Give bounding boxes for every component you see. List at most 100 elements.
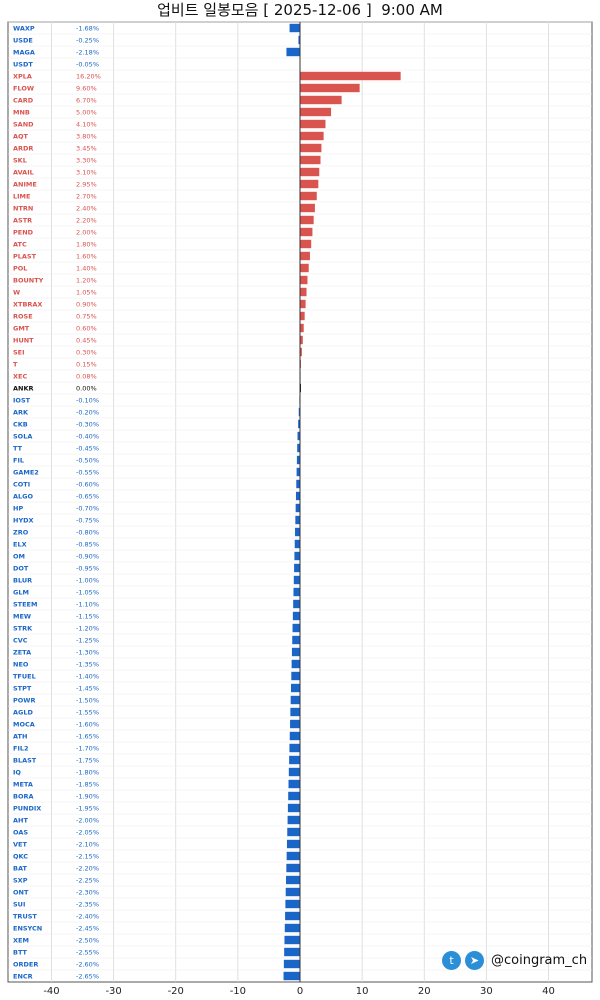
data-label: 4.10% [76, 121, 97, 129]
data-label: -1.20% [76, 625, 99, 633]
data-label: -0.50% [76, 457, 99, 465]
watermark-handle[interactable]: @coingram_ch [491, 952, 588, 968]
x-tick-label: -10 [230, 986, 246, 997]
row-label: ANKR [13, 385, 34, 393]
data-label: -2.25% [76, 877, 99, 885]
bar [290, 695, 300, 705]
bar [284, 947, 300, 957]
row-label: MAGA [13, 49, 35, 57]
bar [298, 407, 300, 417]
row-label: MEW [13, 613, 31, 621]
data-label: -1.50% [76, 697, 99, 705]
bar [300, 239, 312, 249]
row-label: OAS [13, 829, 28, 837]
bar [300, 299, 306, 309]
bar [292, 635, 300, 645]
data-label: -2.10% [76, 841, 99, 849]
x-tick-label: 0 [297, 986, 303, 997]
data-label: -2.55% [76, 949, 99, 957]
data-label: 1.05% [76, 289, 97, 297]
bar [298, 419, 300, 429]
bar [294, 539, 300, 549]
data-label: -2.05% [76, 829, 99, 837]
bar [290, 719, 300, 729]
bar [286, 839, 300, 849]
row-label: DOT [13, 565, 29, 573]
row-label: ANIME [13, 181, 37, 189]
data-label: -1.85% [76, 781, 99, 789]
labels: WAXP -1.68% USDE -0.25% MAGA -2.18% USDT -0.05%… [13, 25, 101, 981]
bar [297, 443, 300, 453]
data-label: 0.60% [76, 325, 97, 333]
row-label: AVAIL [13, 169, 34, 177]
bars [283, 23, 401, 981]
row-label: OM [13, 553, 25, 561]
data-label: 2.00% [76, 229, 97, 237]
bar [284, 923, 300, 933]
bar [285, 899, 300, 909]
bar [298, 35, 300, 45]
data-label: -0.40% [76, 433, 99, 441]
data-label: -1.40% [76, 673, 99, 681]
row-label: STEEM [13, 601, 37, 609]
row-label: IQ [13, 769, 21, 777]
bar [297, 431, 300, 441]
data-label: -2.60% [76, 961, 99, 969]
row-label: TT [13, 445, 23, 453]
data-label: -1.95% [76, 805, 99, 813]
bar [300, 167, 320, 177]
row-label: SXP [13, 877, 28, 885]
bar [296, 455, 300, 465]
row-label: LIME [13, 193, 30, 201]
bar [300, 335, 303, 345]
data-label: -0.60% [76, 481, 99, 489]
data-label: -0.65% [76, 493, 99, 501]
data-label: -1.65% [76, 733, 99, 741]
chart-title: 업비트 일봉모음 [ 2025-12-06 ] 9:00 AM [157, 1, 443, 19]
data-label: -2.50% [76, 937, 99, 945]
row-label: POL [13, 265, 27, 273]
bar [285, 887, 300, 897]
data-label: -0.30% [76, 421, 99, 429]
row-label: XEC [13, 373, 27, 381]
bar [287, 827, 300, 837]
bar [300, 263, 309, 273]
data-label: -0.75% [76, 517, 99, 525]
data-label: -1.00% [76, 577, 99, 585]
data-label: 1.20% [76, 277, 97, 285]
data-label: -0.95% [76, 565, 99, 573]
data-label: 0.15% [76, 361, 97, 369]
data-label: -1.05% [76, 589, 99, 597]
bar [289, 743, 300, 753]
bar [294, 551, 300, 561]
row-label: ELX [13, 541, 27, 549]
data-label: -1.68% [76, 25, 99, 33]
data-label: -2.30% [76, 889, 99, 897]
x-tick-label: 20 [418, 986, 431, 997]
bar [288, 767, 300, 777]
data-label: 0.90% [76, 301, 97, 309]
data-label: -0.85% [76, 541, 99, 549]
row-label: AQT [13, 133, 29, 141]
bar [300, 107, 332, 117]
row-label: ENSYCN [13, 925, 42, 933]
row-label: CVC [13, 637, 28, 645]
twitter-icon[interactable]: t [442, 950, 461, 970]
bar [300, 311, 305, 321]
data-label: -2.45% [76, 925, 99, 933]
telegram-icon[interactable]: ➤ [465, 950, 484, 970]
bar [295, 527, 300, 537]
data-label: -1.30% [76, 649, 99, 657]
bar [295, 491, 300, 501]
row-label: ASTR [13, 217, 32, 225]
bar [300, 287, 307, 297]
data-label: -0.20% [76, 409, 99, 417]
bar [300, 71, 401, 81]
data-label: 3.45% [76, 145, 97, 153]
row-label: ATC [13, 241, 27, 249]
x-tick-label: 10 [356, 986, 369, 997]
data-label: -0.45% [76, 445, 99, 453]
row-label: ZRO [13, 529, 29, 537]
data-label: -1.55% [76, 709, 99, 717]
bar [292, 623, 300, 633]
